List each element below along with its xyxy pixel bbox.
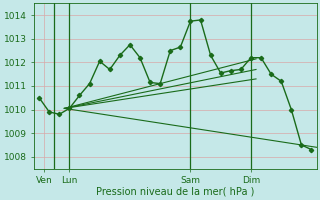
X-axis label: Pression niveau de la mer( hPa ): Pression niveau de la mer( hPa ) [96,187,254,197]
